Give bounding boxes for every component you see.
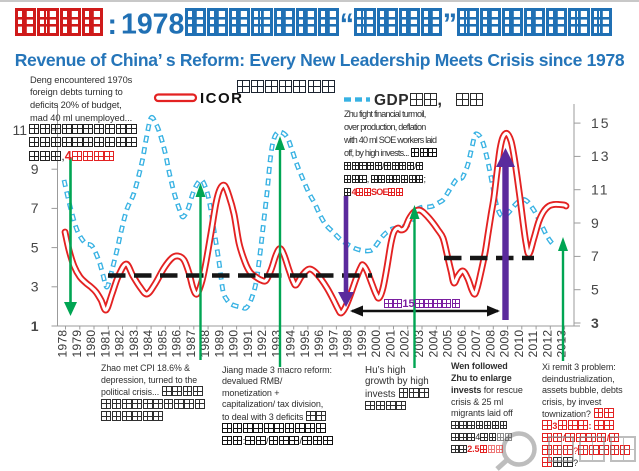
svg-text:9: 9 <box>31 161 39 177</box>
svg-text:1993: 1993 <box>269 330 283 358</box>
svg-text:1984: 1984 <box>141 330 155 358</box>
svg-text:2005: 2005 <box>441 330 455 358</box>
svg-text:1990: 1990 <box>227 330 241 358</box>
svg-text:1985: 1985 <box>155 330 169 358</box>
svg-text:9: 9 <box>591 215 601 231</box>
svg-text:1998: 1998 <box>341 330 355 358</box>
svg-text:1983: 1983 <box>127 330 141 358</box>
svg-text:13: 13 <box>591 148 611 164</box>
svg-text:2010: 2010 <box>512 330 526 358</box>
svg-text:1989: 1989 <box>212 330 226 358</box>
svg-text:1986: 1986 <box>170 330 184 358</box>
svg-text:7: 7 <box>591 248 601 264</box>
svg-text:1979: 1979 <box>70 330 84 358</box>
svg-text:1999: 1999 <box>355 330 369 358</box>
svg-text:2008: 2008 <box>483 330 497 358</box>
svg-text:2007: 2007 <box>469 330 483 358</box>
svg-text:2006: 2006 <box>455 330 469 358</box>
svg-text:2000: 2000 <box>369 330 383 358</box>
svg-text:2004: 2004 <box>426 330 440 358</box>
svg-text:3: 3 <box>31 279 39 295</box>
svg-text:2009: 2009 <box>498 330 512 358</box>
svg-text:11: 11 <box>12 122 27 138</box>
svg-text:1997: 1997 <box>326 330 340 358</box>
svg-text:3: 3 <box>591 315 601 331</box>
svg-text:1992: 1992 <box>255 330 269 358</box>
svg-text:2002: 2002 <box>398 330 412 358</box>
svg-text:1978: 1978 <box>56 330 70 358</box>
svg-text:5: 5 <box>31 239 39 255</box>
svg-text:2011: 2011 <box>526 330 540 357</box>
svg-text:1981: 1981 <box>98 330 112 358</box>
svg-text:2012: 2012 <box>540 330 554 358</box>
svg-text:7: 7 <box>31 200 39 216</box>
svg-text:2001: 2001 <box>384 330 398 358</box>
svg-text:1987: 1987 <box>184 330 198 358</box>
svg-text:1982: 1982 <box>113 330 127 358</box>
svg-text:ICOR: ICOR <box>200 90 244 107</box>
svg-text:1980: 1980 <box>84 330 98 358</box>
svg-text:1995: 1995 <box>298 330 312 358</box>
svg-text:1991: 1991 <box>241 330 255 358</box>
svg-text:15: 15 <box>591 115 611 131</box>
svg-text:2013: 2013 <box>555 330 569 358</box>
svg-text:5: 5 <box>591 282 601 298</box>
svg-text:1996: 1996 <box>312 330 326 358</box>
svg-text:11: 11 <box>591 182 610 198</box>
svg-text:1994: 1994 <box>284 330 298 358</box>
svg-text:1: 1 <box>31 318 39 334</box>
